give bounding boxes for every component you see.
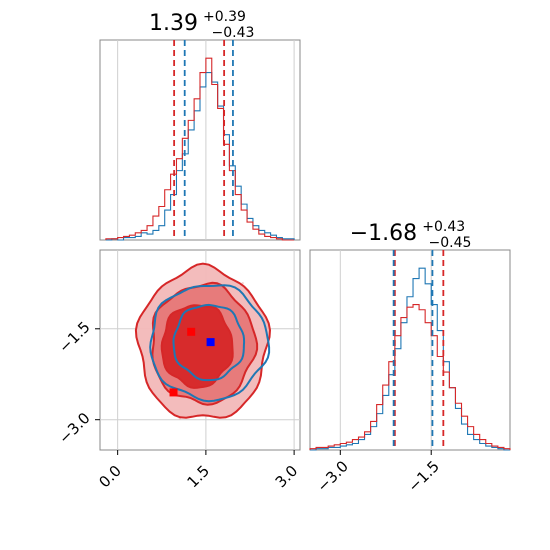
x-tick-label: −1.5 (404, 457, 442, 495)
panel-frame (99, 39, 301, 241)
marginal-histogram-param-2: −1.68 +0.43 −0.45 −3.0 −1.5 (309, 216, 511, 496)
title-param-2: −1.68 +0.43 −0.45 (350, 216, 472, 251)
blue-marker (206, 338, 215, 347)
red-marker (169, 388, 178, 397)
title-upper: +0.39 (203, 9, 246, 25)
joint-contour-panel: 0.0 1.5 3.0 −1.5 −3.0 (55, 249, 302, 492)
y-tick-label: −1.5 (55, 318, 93, 356)
histogram-series-1 (309, 303, 511, 450)
marginal-histogram-param-1: 1.39 +0.39 −0.43 (99, 6, 301, 241)
blue-contour-level-0 (149, 284, 271, 403)
panel-frame (309, 249, 511, 451)
x-tick-label: 1.5 (184, 462, 214, 492)
blue-contour-level-1 (172, 303, 246, 382)
x-tick-label: −3.0 (314, 457, 352, 495)
histogram-series-0 (310, 267, 510, 451)
x-tick-label: 0.0 (95, 462, 125, 492)
x-tick-label: 3.0 (272, 462, 302, 492)
title-value: 1.39 (149, 11, 198, 36)
title-value: −1.68 (350, 221, 417, 246)
y-tick-label: −3.0 (55, 409, 93, 447)
panel-frame (99, 249, 301, 451)
histogram-series-1 (105, 57, 295, 241)
title-upper: +0.43 (422, 219, 465, 235)
red-marker (187, 327, 196, 336)
title-lower: −0.43 (212, 25, 255, 41)
title-lower: −0.45 (429, 235, 472, 251)
title-param-1: 1.39 +0.39 −0.43 (149, 6, 254, 41)
